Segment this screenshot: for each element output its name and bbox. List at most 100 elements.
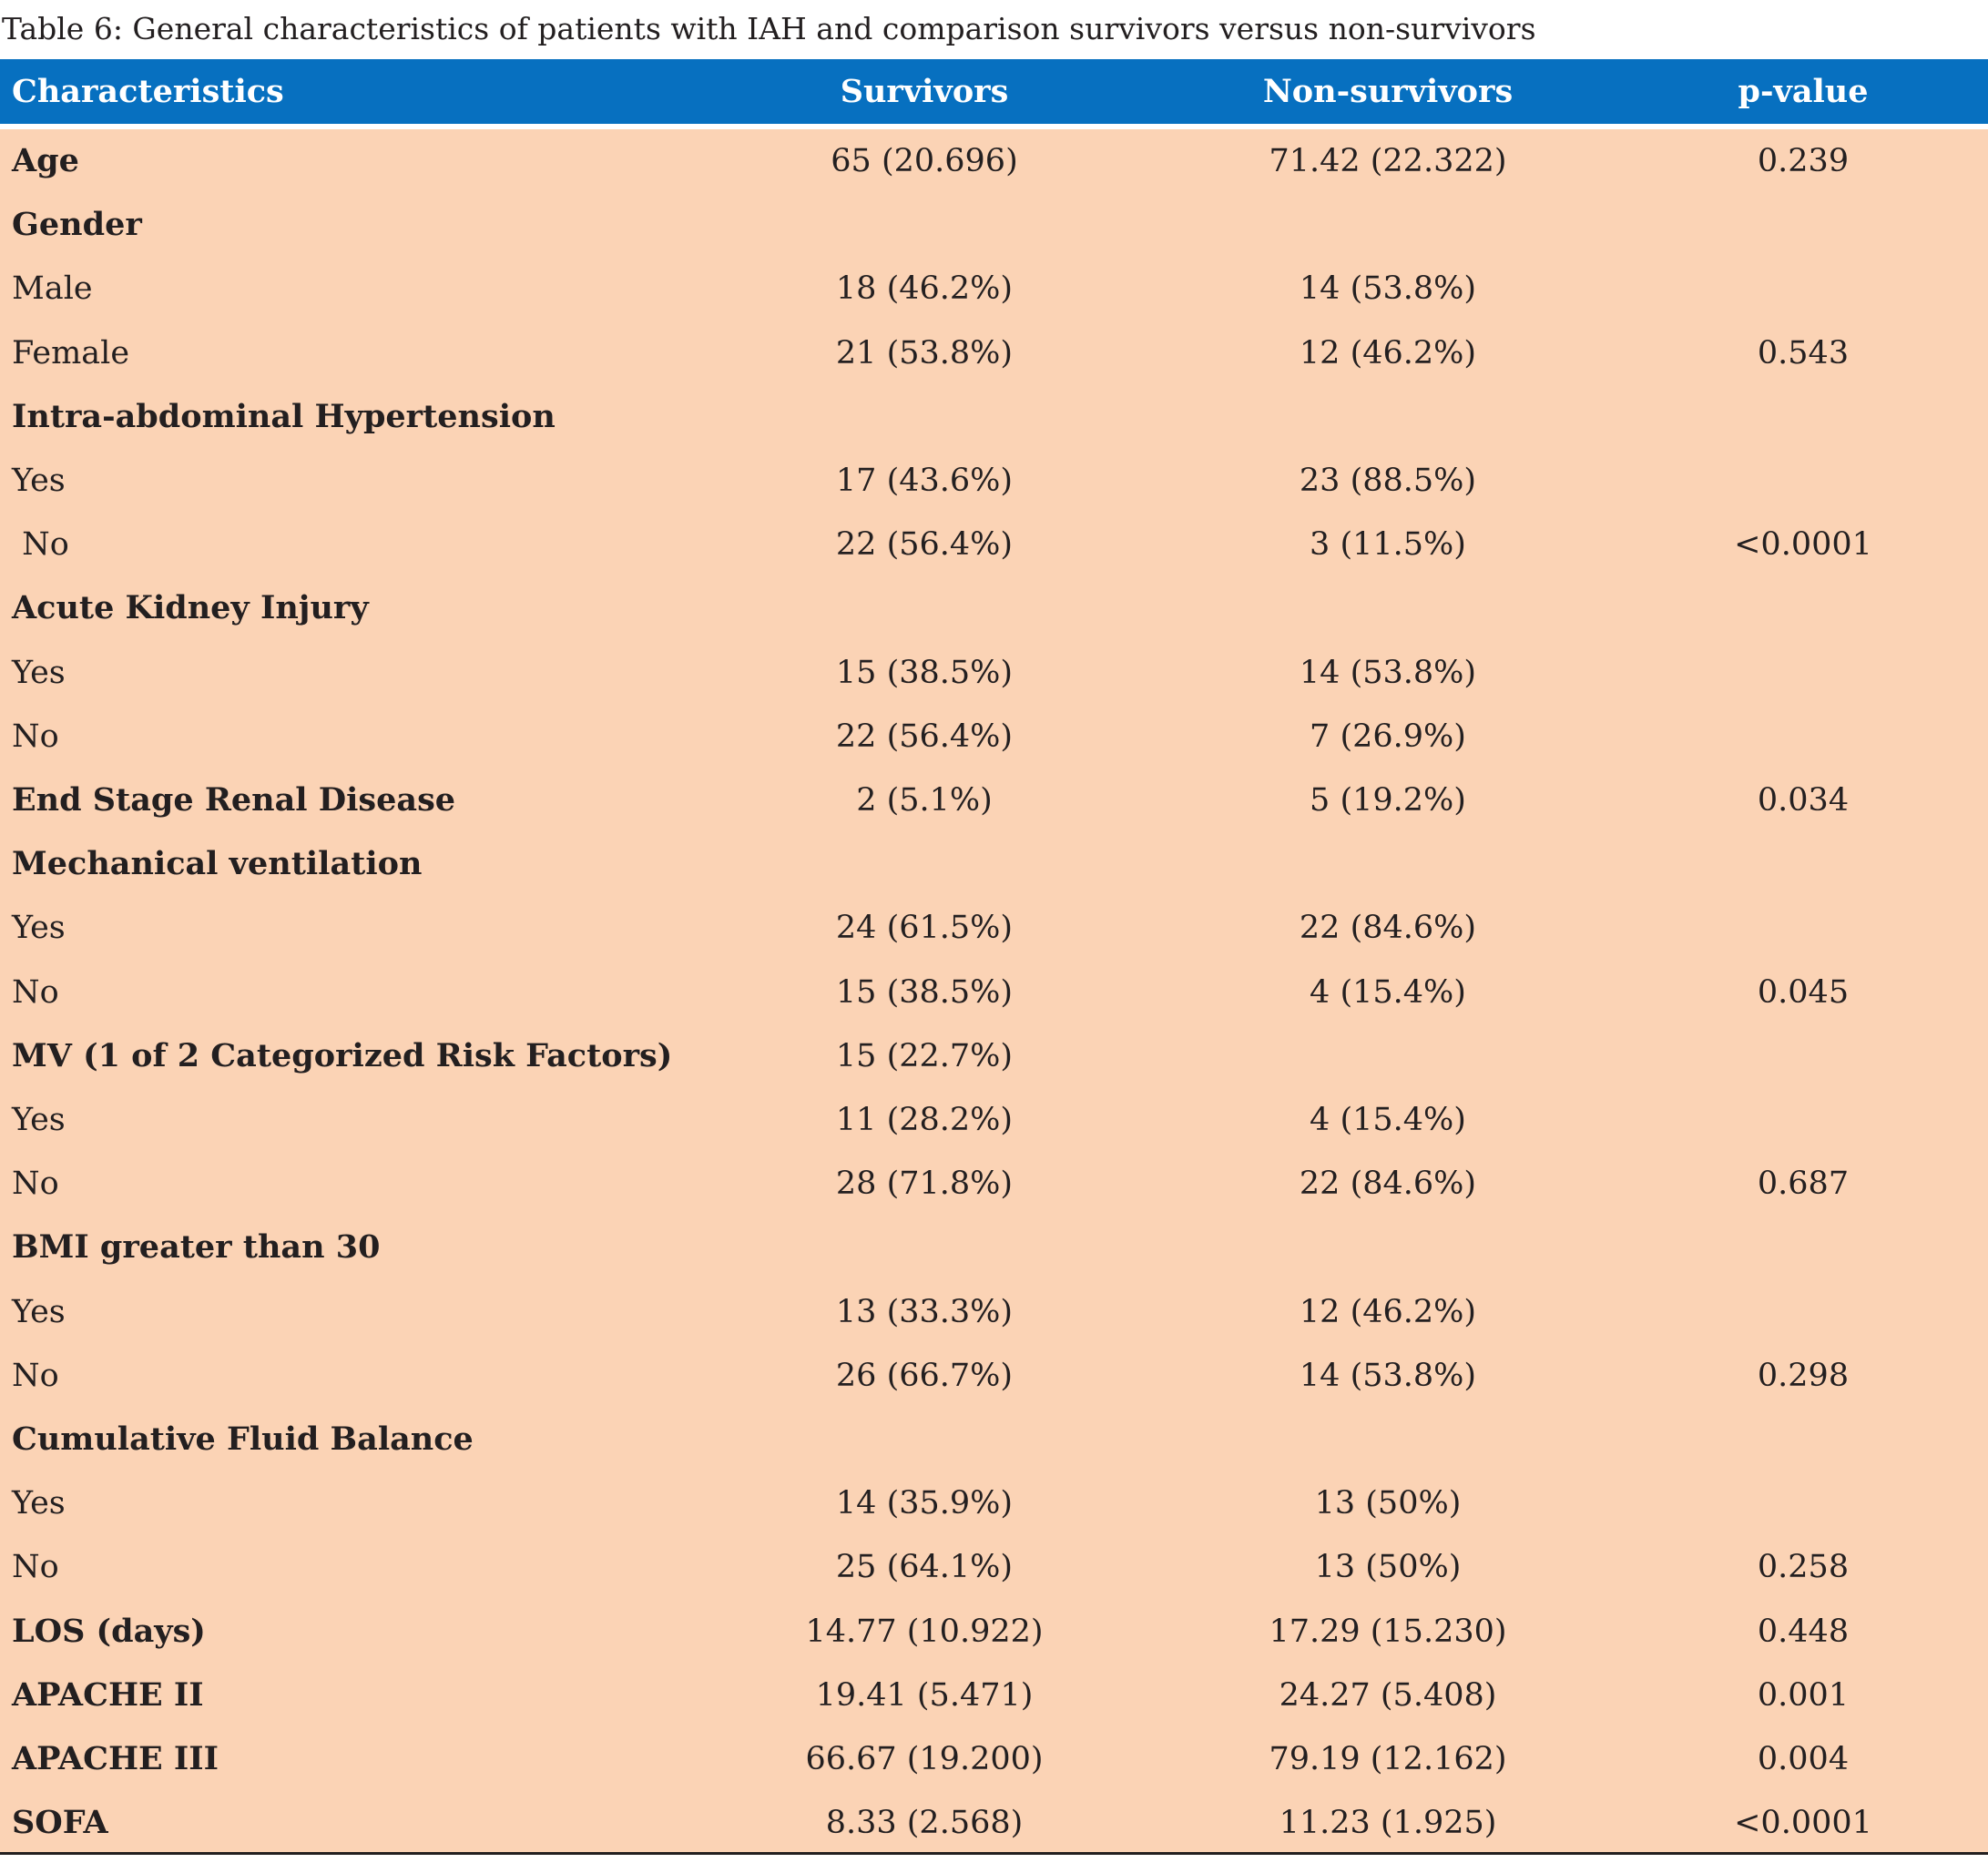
p-value: 0.004 <box>1757 1741 1850 1777</box>
table-row: Yes 11 (28.2%) 4 (15.4%) <box>0 1088 1988 1152</box>
column-header-survivors: Survivors <box>840 73 1009 110</box>
row-label: Yes <box>12 1294 66 1330</box>
column-header-p-value: p-value <box>1738 73 1869 110</box>
row-label: APACHE III <box>12 1740 219 1777</box>
table-row: APACHE III 66.67 (19.200) 79.19 (12.162) 0.… <box>0 1727 1988 1791</box>
non-survivors-value <box>1206 1024 1570 1088</box>
p-value: 0.298 <box>1757 1358 1850 1394</box>
row-label: No <box>12 974 59 1011</box>
survivors-value: 22 (56.4%) <box>835 718 1014 755</box>
non-survivors-value: 22 (84.6%) <box>1299 1166 1477 1202</box>
p-value: 0.448 <box>1757 1613 1850 1650</box>
p-value: 0.034 <box>1757 782 1850 819</box>
p-value <box>1621 1408 1985 1471</box>
p-value <box>1621 1088 1985 1152</box>
row-label: Acute Kidney Injury <box>12 589 369 626</box>
row-label: Mechanical ventilation <box>12 845 423 882</box>
table-row: Age 65 (20.696) 71.42 (22.322) 0.239 <box>0 129 1988 193</box>
survivors-value: 24 (61.5%) <box>835 910 1014 946</box>
p-value: 0.543 <box>1757 335 1850 372</box>
row-label: Yes <box>12 655 66 691</box>
row-label: Cumulative Fluid Balance <box>12 1420 474 1458</box>
survivors-value <box>742 576 1106 640</box>
table-row: Yes 13 (33.3%) 12 (46.2%) <box>0 1280 1988 1344</box>
row-label: Female <box>12 335 130 372</box>
row-label: Yes <box>12 1102 66 1138</box>
survivors-value: 26 (66.7%) <box>835 1358 1014 1394</box>
p-value <box>1621 257 1985 321</box>
p-value <box>1621 385 1985 449</box>
survivors-value: 14 (35.9%) <box>835 1485 1014 1522</box>
non-survivors-value: 4 (15.4%) <box>1310 1102 1466 1138</box>
table-row: Female 21 (53.8%) 12 (46.2%) 0.543 <box>0 321 1988 385</box>
table-row: Cumulative Fluid Balance <box>0 1408 1988 1471</box>
survivors-value: 15 (38.5%) <box>835 655 1014 691</box>
p-value <box>1621 449 1985 513</box>
p-value <box>1621 576 1985 640</box>
non-survivors-value: 71.42 (22.322) <box>1269 143 1507 179</box>
p-value <box>1621 1216 1985 1279</box>
characteristics-table: Characteristics Survivors Non-survivors … <box>0 59 1988 1853</box>
table-row: BMI greater than 30 <box>0 1216 1988 1279</box>
row-label: Yes <box>12 463 66 499</box>
table-row: End Stage Renal Disease 2 (5.1%) 5 (19.2%)… <box>0 769 1988 832</box>
p-value <box>1621 1024 1985 1088</box>
table-row: No 22 (56.4%) 7 (26.9%) <box>0 705 1988 769</box>
non-survivors-value: 4 (15.4%) <box>1310 974 1466 1011</box>
non-survivors-value: 22 (84.6%) <box>1299 910 1477 946</box>
row-label: SOFA <box>12 1804 108 1841</box>
row-label: No <box>12 718 59 755</box>
table-row: SOFA 8.33 (2.568) 11.23 (1.925) <0.0001 <box>0 1791 1988 1855</box>
survivors-value: 66.67 (19.200) <box>805 1741 1044 1777</box>
p-value <box>1621 705 1985 769</box>
non-survivors-value: 79.19 (12.162) <box>1269 1741 1507 1777</box>
row-label: BMI greater than 30 <box>12 1228 381 1266</box>
survivors-value: 14.77 (10.922) <box>805 1613 1044 1650</box>
row-label: Yes <box>12 1485 66 1522</box>
survivors-value <box>742 385 1106 449</box>
table-row: Gender <box>0 193 1988 257</box>
p-value: <0.0001 <box>1734 1805 1872 1841</box>
table-row: APACHE II 19.41 (5.471) 24.27 (5.408) 0.001 <box>0 1664 1988 1727</box>
survivors-value: 18 (46.2%) <box>835 270 1014 307</box>
p-value: 0.239 <box>1757 143 1850 179</box>
non-survivors-value <box>1206 576 1570 640</box>
row-label: No <box>12 1358 59 1394</box>
survivors-value: 2 (5.1%) <box>856 782 993 819</box>
p-value <box>1621 896 1985 960</box>
non-survivors-value: 5 (19.2%) <box>1310 782 1466 819</box>
row-label: MV (1 of 2 Categorized Risk Factors) <box>12 1037 673 1074</box>
survivors-value <box>742 193 1106 257</box>
p-value: 0.687 <box>1757 1166 1850 1202</box>
non-survivors-value: 7 (26.9%) <box>1310 718 1466 755</box>
survivors-value: 21 (53.8%) <box>835 335 1014 372</box>
survivors-value: 22 (56.4%) <box>835 526 1014 563</box>
survivors-value: 11 (28.2%) <box>835 1102 1014 1138</box>
table-row: No 28 (71.8%) 22 (84.6%) 0.687 <box>0 1152 1988 1216</box>
table-row: No 26 (66.7%) 14 (53.8%) 0.298 <box>0 1344 1988 1408</box>
survivors-value <box>742 832 1106 896</box>
p-value: <0.0001 <box>1734 526 1872 563</box>
p-value <box>1621 193 1985 257</box>
non-survivors-value: 13 (50%) <box>1314 1549 1462 1585</box>
non-survivors-value <box>1206 1408 1570 1471</box>
survivors-value <box>742 1408 1106 1471</box>
survivors-value: 13 (33.3%) <box>835 1294 1014 1330</box>
row-label: APACHE II <box>12 1676 204 1714</box>
row-label: End Stage Renal Disease <box>12 781 456 819</box>
p-value: 0.258 <box>1757 1549 1850 1585</box>
row-label: Gender <box>12 206 142 243</box>
row-label: Intra-abdominal Hypertension <box>12 398 556 435</box>
p-value <box>1621 832 1985 896</box>
row-label: LOS (days) <box>12 1613 206 1650</box>
row-label: Age <box>12 142 79 179</box>
survivors-value <box>742 1216 1106 1279</box>
survivors-value: 25 (64.1%) <box>835 1549 1014 1585</box>
table-caption: Table 6: General characteristics of pati… <box>2 11 1536 46</box>
non-survivors-value: 12 (46.2%) <box>1299 335 1477 372</box>
non-survivors-value: 11.23 (1.925) <box>1279 1805 1497 1841</box>
non-survivors-value: 14 (53.8%) <box>1299 655 1477 691</box>
p-value <box>1621 641 1985 705</box>
non-survivors-value: 23 (88.5%) <box>1299 463 1477 499</box>
non-survivors-value <box>1206 832 1570 896</box>
